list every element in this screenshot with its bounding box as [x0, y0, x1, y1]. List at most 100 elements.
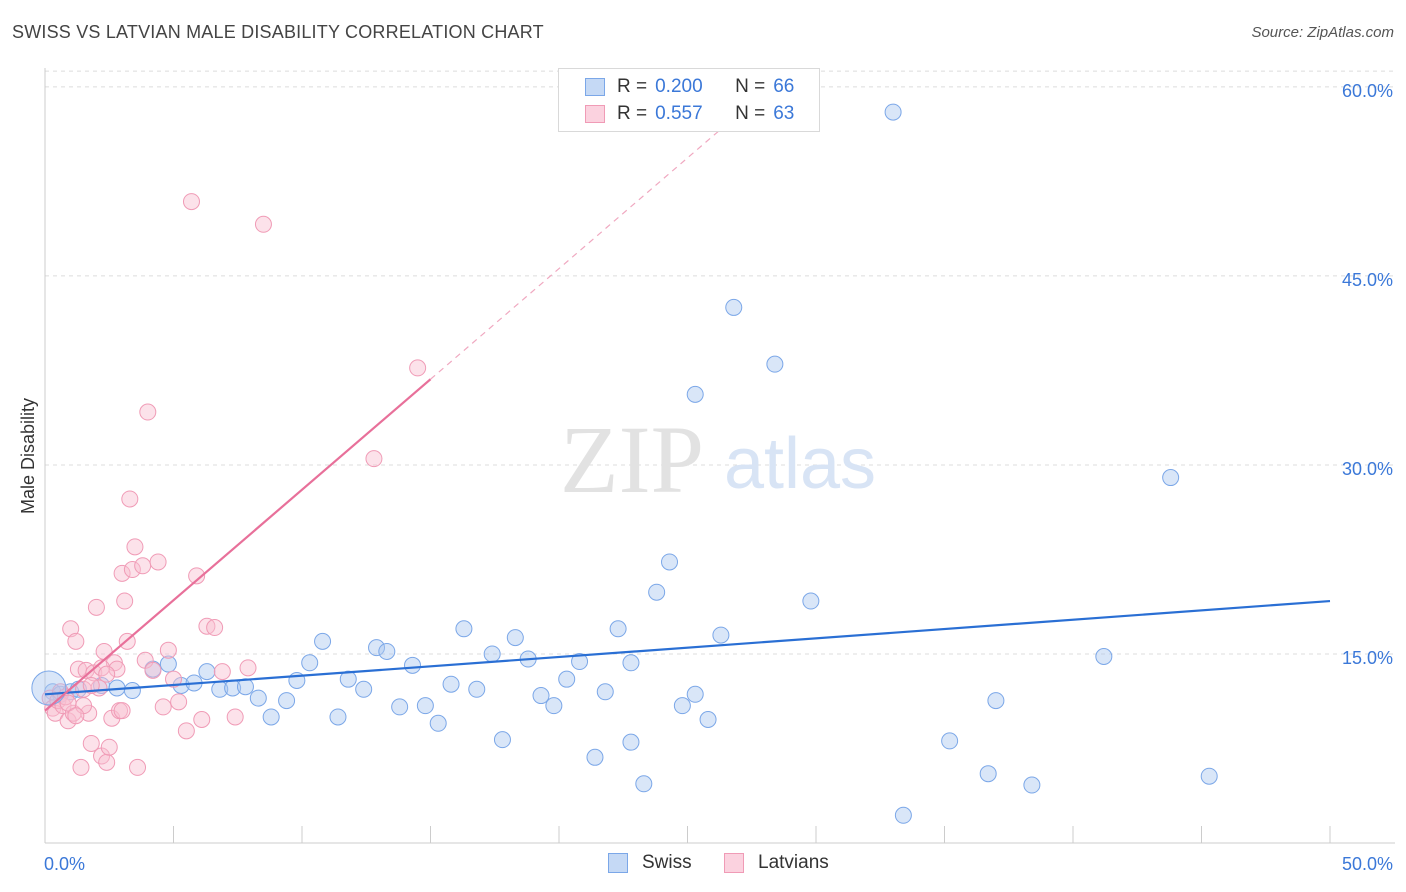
legend-r-label: R = — [617, 76, 648, 97]
swiss-point — [979, 765, 997, 783]
latvians-point — [126, 538, 144, 556]
legend-label-swiss: Swiss — [642, 852, 692, 873]
latvians-point — [409, 359, 427, 377]
swiss-point — [987, 692, 1005, 710]
y-tick-label: 15.0% — [1342, 648, 1393, 668]
swiss-point — [545, 697, 563, 715]
swiss-point — [391, 698, 409, 716]
legend-n-value: 66 — [773, 76, 795, 97]
swiss-point — [429, 714, 447, 732]
series-legend: Swiss Latvians — [0, 852, 1406, 878]
swiss-point — [368, 639, 386, 657]
swiss-point — [648, 583, 666, 601]
swiss-point — [622, 733, 640, 751]
swiss-point — [586, 748, 604, 766]
swiss-point — [766, 355, 784, 373]
latvians-point — [193, 711, 211, 729]
latvians-point — [177, 722, 195, 740]
swiss-point — [596, 683, 614, 701]
latvians-point — [365, 450, 383, 468]
latvians-point — [129, 758, 147, 776]
tick-labels: 15.0% 30.0% 45.0% 60.0% 0.0% 50.0% — [44, 81, 1393, 874]
latvians-point — [182, 193, 200, 211]
latvians-point — [226, 708, 244, 726]
swiss-point — [262, 708, 280, 726]
legend-n-label: N = — [735, 76, 766, 97]
latvians-point — [254, 215, 272, 233]
latvians-point — [67, 707, 85, 725]
legend-swatch-latvians — [724, 853, 744, 873]
swiss-point — [455, 620, 473, 638]
swiss-point — [686, 685, 704, 703]
legend-row-latvians: R = 0.557 N = 63 — [585, 102, 794, 126]
swiss-point — [355, 680, 373, 698]
latvians-point — [67, 632, 85, 650]
chart-title: SWISS VS LATVIAN MALE DISABILITY CORRELA… — [12, 22, 544, 42]
latvians-point — [113, 564, 131, 582]
swiss-point — [894, 806, 912, 824]
latvians-point — [113, 702, 131, 720]
latvians-point — [121, 490, 139, 508]
latvians-point — [72, 758, 90, 776]
watermark-atlas: atlas — [724, 424, 876, 504]
latvians-point — [213, 663, 231, 681]
correlation-legend: R = 0.200 N = 66 R = 0.557 N = 63 — [558, 68, 820, 132]
swiss-trend-line — [44, 599, 1331, 696]
legend-row-swiss: R = 0.200 N = 66 — [585, 75, 794, 99]
axes — [44, 68, 1395, 844]
swiss-point — [416, 697, 434, 715]
trend-lines — [44, 124, 1331, 712]
x-tick-label: 0.0% — [44, 854, 85, 874]
swiss-point — [249, 689, 267, 707]
latvians-point — [188, 567, 206, 585]
legend-n-label: N = — [735, 103, 766, 124]
swiss-point — [442, 675, 460, 693]
legend-item-latvians[interactable]: Latvians — [724, 852, 829, 874]
swiss-point — [1095, 647, 1113, 665]
legend-r-label: R = — [617, 103, 648, 124]
swiss-point — [941, 732, 959, 750]
swiss-point — [712, 626, 730, 644]
latvians-point — [139, 403, 157, 421]
legend-item-swiss[interactable]: Swiss — [608, 852, 692, 874]
watermark-zip: ZIP — [560, 406, 704, 513]
swiss-point — [278, 692, 296, 710]
legend-r-value: 0.200 — [655, 76, 703, 97]
swiss-point — [558, 670, 576, 688]
swiss-point — [673, 697, 691, 715]
latvians-point — [239, 659, 257, 677]
latvians-point — [59, 694, 77, 712]
swiss-point — [123, 682, 141, 700]
source-label: Source: ZipAtlas.com — [1251, 24, 1394, 41]
swiss-point — [468, 680, 486, 698]
latvians-point — [206, 619, 224, 637]
latvians-point — [98, 753, 116, 771]
swiss-point — [1023, 776, 1041, 794]
latvians-point — [82, 734, 100, 752]
legend-n-value: 63 — [773, 103, 795, 124]
data-points — [31, 103, 1218, 824]
latvians-trend-extension — [430, 124, 727, 380]
latvians-point — [159, 641, 177, 659]
swiss-point — [725, 298, 743, 316]
y-axis-label: Male Disability — [18, 398, 38, 514]
swiss-point — [339, 670, 357, 688]
swiss-point — [1162, 469, 1180, 487]
swiss-point — [483, 645, 501, 663]
latvians-point — [144, 661, 162, 679]
swiss-point — [635, 775, 653, 793]
swiss-point — [802, 592, 820, 610]
swiss-point — [532, 687, 550, 705]
gridlines — [45, 70, 1395, 655]
swiss-point — [404, 656, 422, 674]
latvians-point — [116, 592, 134, 610]
latvians-point — [62, 620, 80, 638]
swiss-point — [378, 642, 396, 660]
latvians-point — [154, 698, 172, 716]
latvians-point — [149, 553, 167, 571]
swiss-point — [699, 711, 717, 729]
legend-r-value: 0.557 — [655, 103, 703, 124]
swiss-point — [329, 708, 347, 726]
latvians-point — [165, 670, 182, 688]
swiss-point — [686, 385, 704, 403]
